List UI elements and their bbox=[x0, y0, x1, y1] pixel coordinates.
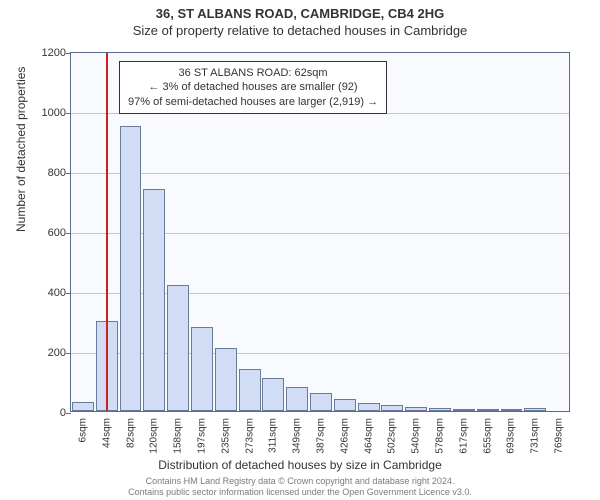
x-tick-label: 540sqm bbox=[411, 418, 422, 454]
histogram-bar bbox=[501, 409, 523, 411]
x-tick-label: 769sqm bbox=[554, 418, 565, 454]
histogram-bar bbox=[262, 378, 284, 411]
x-tick-label: 6sqm bbox=[77, 418, 88, 442]
chart-area: 0200400600800100012006sqm44sqm82sqm120sq… bbox=[70, 52, 570, 412]
y-tick bbox=[66, 233, 71, 234]
y-tick bbox=[66, 353, 71, 354]
histogram-bar bbox=[453, 409, 475, 411]
y-tick bbox=[66, 413, 71, 414]
y-tick-label: 800 bbox=[31, 167, 66, 179]
property-marker-line bbox=[106, 53, 108, 411]
x-tick-label: 197sqm bbox=[196, 418, 207, 454]
y-tick bbox=[66, 53, 71, 54]
page-subtitle: Size of property relative to detached ho… bbox=[0, 21, 600, 38]
y-tick-label: 1000 bbox=[31, 107, 66, 119]
histogram-bar bbox=[358, 403, 380, 411]
footer-line2: Contains public sector information licen… bbox=[0, 487, 600, 498]
histogram-bar bbox=[334, 399, 356, 411]
x-tick-label: 120sqm bbox=[149, 418, 160, 454]
y-tick-label: 1200 bbox=[31, 47, 66, 59]
x-tick-label: 693sqm bbox=[506, 418, 517, 454]
y-tick bbox=[66, 113, 71, 114]
x-tick-label: 273sqm bbox=[244, 418, 255, 454]
annotation-line2: ← 3% of detached houses are smaller (92) bbox=[128, 80, 378, 94]
page-title-address: 36, ST ALBANS ROAD, CAMBRIDGE, CB4 2HG bbox=[0, 0, 600, 21]
histogram-bar bbox=[167, 285, 189, 411]
x-tick-label: 387sqm bbox=[316, 418, 327, 454]
gridline bbox=[71, 173, 569, 174]
histogram-bar bbox=[72, 402, 94, 411]
y-tick-label: 0 bbox=[31, 407, 66, 419]
histogram-bar bbox=[120, 126, 142, 411]
histogram-bar bbox=[429, 408, 451, 411]
histogram-bar bbox=[524, 408, 546, 411]
x-axis-title: Distribution of detached houses by size … bbox=[0, 458, 600, 472]
x-tick-label: 617sqm bbox=[458, 418, 469, 454]
histogram-bar bbox=[215, 348, 237, 411]
histogram-plot: 0200400600800100012006sqm44sqm82sqm120sq… bbox=[70, 52, 570, 412]
annotation-line3: 97% of semi-detached houses are larger (… bbox=[128, 95, 378, 109]
footer-line1: Contains HM Land Registry data © Crown c… bbox=[0, 476, 600, 487]
x-tick-label: 235sqm bbox=[220, 418, 231, 454]
x-tick-label: 44sqm bbox=[101, 418, 112, 448]
histogram-bar bbox=[191, 327, 213, 411]
annotation-box: 36 ST ALBANS ROAD: 62sqm← 3% of detached… bbox=[119, 61, 387, 114]
x-tick-label: 349sqm bbox=[292, 418, 303, 454]
footer-attribution: Contains HM Land Registry data © Crown c… bbox=[0, 476, 600, 498]
y-axis-title: Number of detached properties bbox=[14, 67, 28, 232]
x-tick-label: 502sqm bbox=[387, 418, 398, 454]
x-tick-label: 464sqm bbox=[363, 418, 374, 454]
histogram-bar bbox=[143, 189, 165, 411]
x-tick-label: 82sqm bbox=[125, 418, 136, 448]
x-tick-label: 578sqm bbox=[435, 418, 446, 454]
histogram-bar bbox=[381, 405, 403, 411]
y-tick bbox=[66, 173, 71, 174]
y-tick-label: 600 bbox=[31, 227, 66, 239]
histogram-bar bbox=[405, 407, 427, 412]
histogram-bar bbox=[477, 409, 499, 411]
y-tick-label: 200 bbox=[31, 347, 66, 359]
x-tick-label: 311sqm bbox=[268, 418, 279, 453]
x-tick-label: 426sqm bbox=[339, 418, 350, 454]
histogram-bar bbox=[286, 387, 308, 411]
y-tick bbox=[66, 293, 71, 294]
histogram-bar bbox=[239, 369, 261, 411]
x-tick-label: 655sqm bbox=[482, 418, 493, 454]
histogram-bar bbox=[310, 393, 332, 411]
x-tick-label: 731sqm bbox=[530, 418, 541, 454]
annotation-line1: 36 ST ALBANS ROAD: 62sqm bbox=[128, 66, 378, 80]
x-tick-label: 158sqm bbox=[173, 418, 184, 454]
y-tick-label: 400 bbox=[31, 287, 66, 299]
